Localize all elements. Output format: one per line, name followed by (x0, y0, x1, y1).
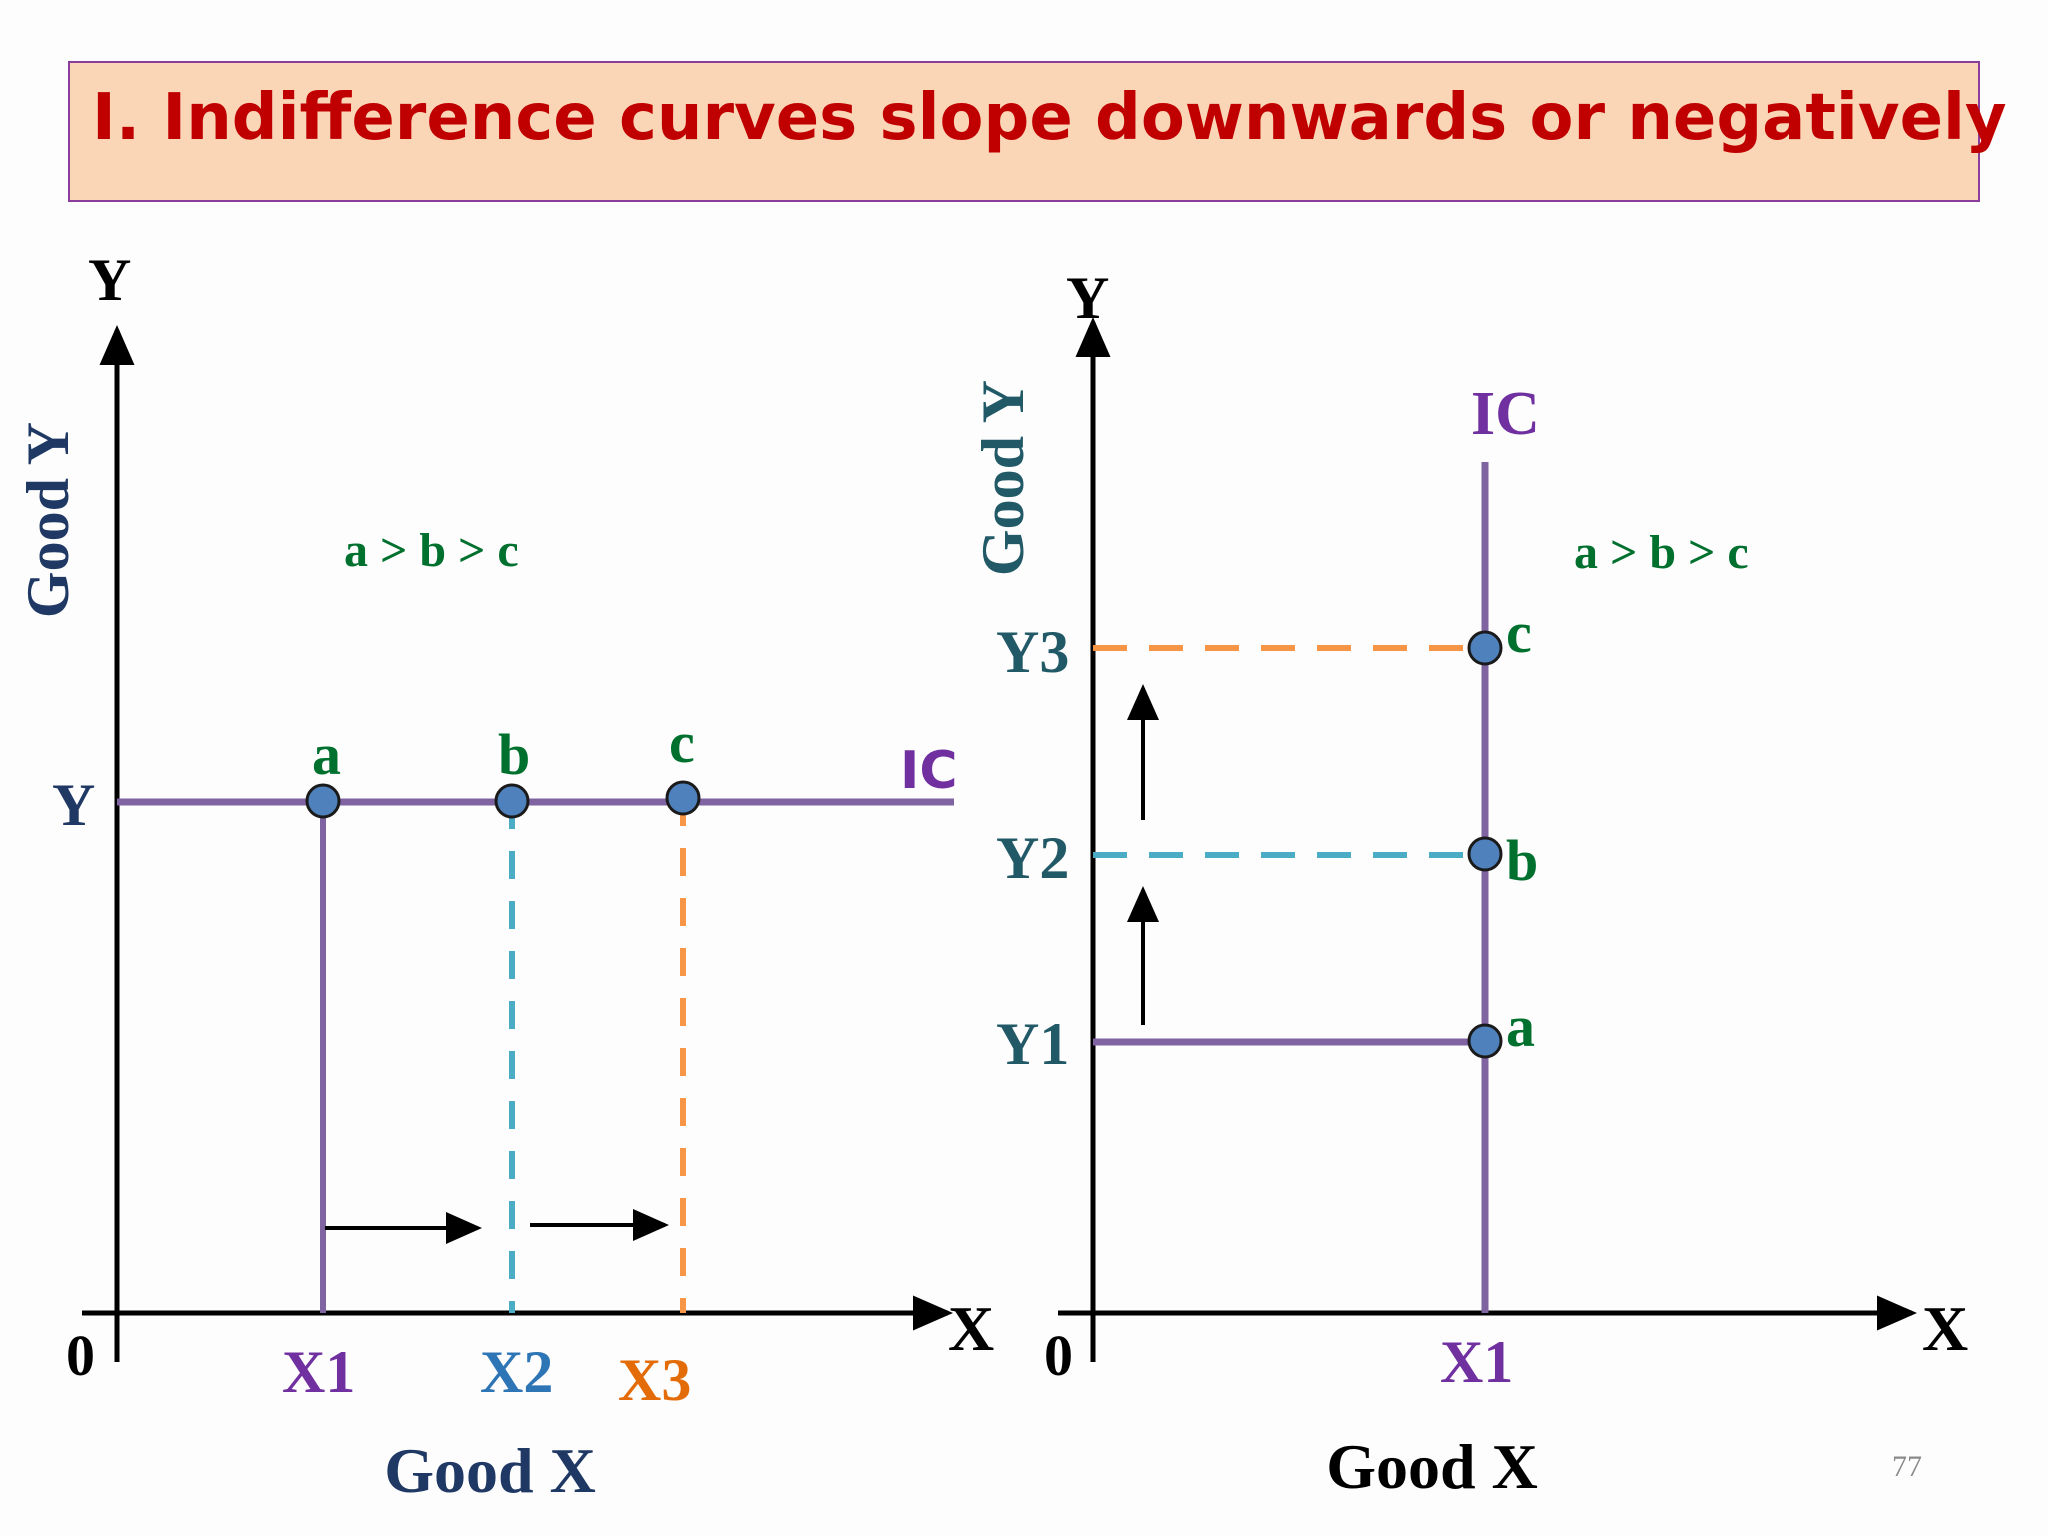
left-x-axis-title: Good X (384, 1435, 596, 1506)
page-number: 77 (1892, 1450, 1922, 1483)
left-x1-label: X1 (282, 1339, 355, 1405)
right-y-axis-letter: Y (1066, 265, 1109, 331)
right-panel: Y Good Y 0 X IC a > b > c Y3 Y2 Y1 c b a… (970, 265, 1968, 1502)
right-x1-label: X1 (1440, 1329, 1513, 1395)
left-point-c (665, 780, 701, 816)
left-point-a-label: a (312, 722, 341, 787)
left-x2-label: X2 (480, 1339, 553, 1405)
right-y1-label: Y1 (996, 1011, 1069, 1077)
left-point-b (494, 783, 530, 819)
left-x-axis-letter: X (948, 1293, 994, 1364)
right-x-axis-title: Good X (1326, 1431, 1538, 1502)
right-y3-label: Y3 (996, 619, 1069, 685)
left-y-axis-title: Good Y (15, 422, 81, 618)
right-point-b (1467, 836, 1503, 872)
right-point-c (1467, 630, 1503, 666)
title-banner: I. Indifference curves slope downwards o… (68, 61, 2007, 202)
right-point-c-label: c (1506, 600, 1532, 665)
slide-title: I. Indifference curves slope downwards o… (92, 81, 2007, 155)
left-ranking-label: a > b > c (344, 524, 519, 577)
right-y2-label: Y2 (996, 825, 1069, 891)
right-point-b-label: b (1506, 828, 1538, 893)
left-origin-label: 0 (66, 1323, 95, 1388)
left-y-level-label: Y (52, 772, 95, 838)
left-point-b-label: b (498, 722, 530, 787)
left-point-a (305, 783, 341, 819)
left-panel: Y Good Y Y 0 X a > b > c IC a b c X1 X2 … (15, 247, 994, 1506)
right-ic-label: IC (1471, 380, 1540, 448)
right-origin-label: 0 (1044, 1323, 1073, 1388)
right-point-a-label: a (1506, 994, 1535, 1059)
left-point-c-label: c (669, 710, 695, 775)
right-x-axis-letter: X (1922, 1293, 1968, 1364)
right-point-a (1467, 1023, 1503, 1059)
right-ranking-label: a > b > c (1574, 526, 1749, 579)
left-x3-label: X3 (618, 1347, 691, 1413)
left-ic-label: IC (900, 741, 958, 801)
right-y-axis-title: Good Y (970, 380, 1036, 576)
left-y-axis-letter: Y (88, 247, 131, 313)
